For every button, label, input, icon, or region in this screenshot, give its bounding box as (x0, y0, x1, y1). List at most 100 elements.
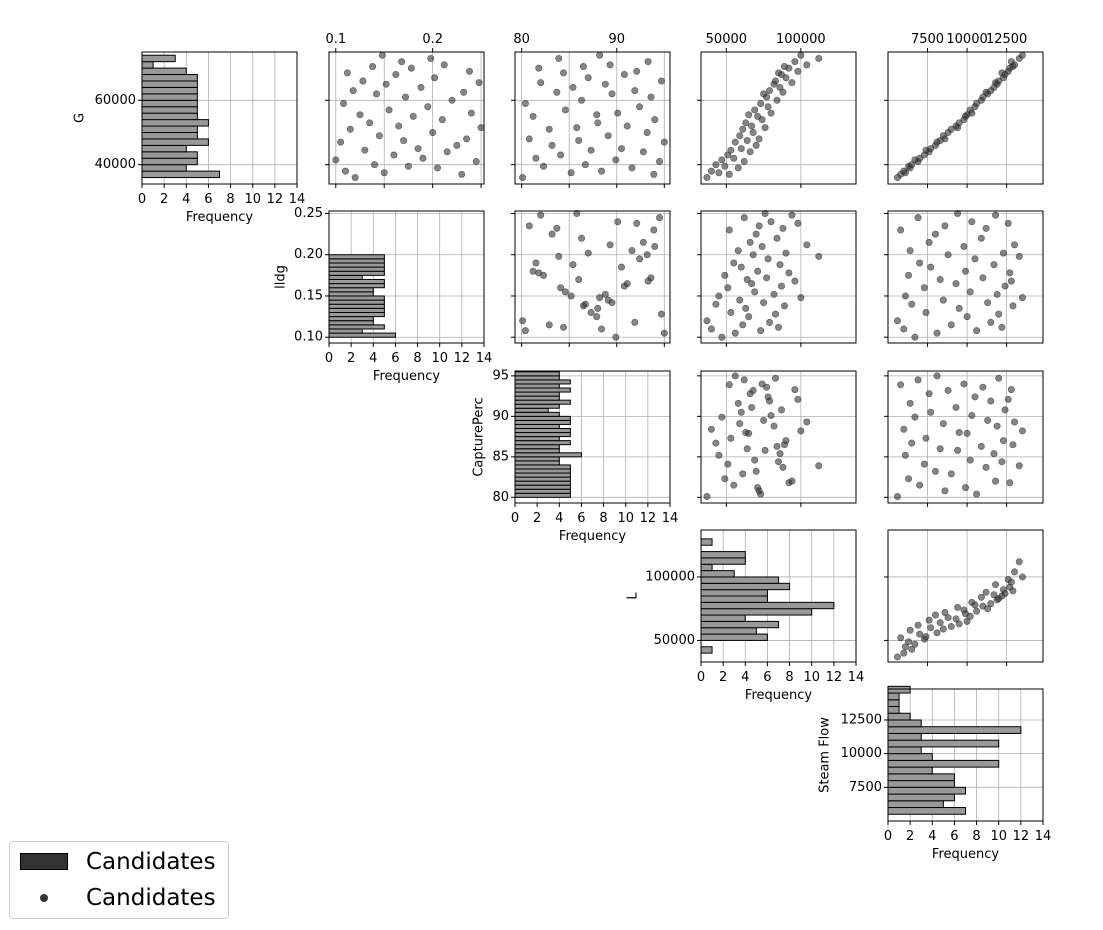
scatter-point (897, 226, 905, 234)
x-tick-label: 10 (431, 351, 448, 366)
scatter-point (608, 299, 616, 307)
scatter-point (584, 74, 592, 82)
scatter-point (914, 214, 922, 222)
histogram-bar (887, 780, 955, 788)
x-tick-label: 2 (160, 192, 168, 207)
histogram-bar (514, 403, 560, 409)
scatter-point (382, 80, 390, 88)
scatter-point (623, 122, 631, 130)
scatter-point (777, 282, 785, 290)
x-tick-label: 12 (1013, 829, 1030, 844)
histogram-bar (700, 601, 835, 610)
scatter-point (900, 425, 908, 433)
scatter-point (734, 399, 742, 407)
scatter-point (631, 87, 639, 95)
x-tick-label: 2 (347, 351, 355, 366)
panel-0-3 (697, 48, 857, 188)
scatter-point (438, 116, 446, 124)
scatter-point (757, 100, 765, 108)
panel-3-4 (884, 529, 1044, 666)
scatter-point (751, 288, 759, 296)
histogram-bar (514, 440, 571, 446)
scatter-point (636, 255, 644, 263)
scatter-point (548, 141, 556, 149)
histogram-bar (700, 538, 713, 546)
histogram-bar (514, 387, 571, 393)
scatter-point (973, 490, 981, 498)
scatter-point (639, 148, 647, 156)
scatter-point (578, 234, 586, 242)
x-tick-label: 8 (413, 351, 421, 366)
scatter-point (579, 302, 587, 310)
scatter-point (767, 218, 775, 226)
scatter-point (973, 607, 981, 615)
y-axis-label: L (626, 592, 641, 600)
top-tick-label: 90 (608, 32, 625, 47)
legend-dot-icon (40, 894, 48, 902)
scatter-point (766, 318, 774, 326)
histogram-bar (887, 692, 900, 701)
axes-frame (700, 51, 857, 185)
scatter-point (569, 83, 577, 91)
scatter-point (982, 224, 990, 232)
x-tick-label: 14 (662, 511, 679, 526)
histogram-bar (514, 476, 571, 482)
scatter-point (803, 61, 811, 69)
panel-0-1 (325, 48, 485, 188)
scatter-point (963, 313, 971, 321)
scatter-point (620, 71, 628, 79)
scatter-point (752, 467, 760, 475)
histogram-bar (328, 274, 363, 280)
scatter-point (598, 167, 606, 175)
scatter-point (532, 259, 540, 267)
scatter-point (593, 313, 601, 321)
scatter-point (402, 93, 410, 101)
scatter-point (906, 399, 914, 407)
scatter-point (737, 263, 745, 271)
panel-0-2 (511, 48, 671, 188)
scatter-point (340, 100, 348, 108)
scatter-point (905, 271, 913, 279)
histogram-bar (141, 106, 198, 114)
histogram-bar (514, 395, 560, 401)
legend-entry-scatter: Candidates (10, 883, 228, 913)
scatter-point (952, 615, 960, 623)
histogram-bar (141, 61, 154, 69)
scatter-point (746, 148, 754, 156)
scatter-point (749, 386, 757, 394)
scatter-point (968, 218, 976, 226)
scatter-point (772, 310, 780, 318)
scatter-point (947, 470, 955, 478)
scatter-point (519, 317, 527, 325)
scatter-point (573, 209, 581, 217)
scatter-point (900, 649, 908, 657)
scatter-point (998, 323, 1006, 331)
y-axis-label: CapturePerc (472, 397, 487, 476)
scatter-point (984, 299, 992, 307)
scatter-point (736, 132, 744, 140)
histogram-bar (887, 706, 900, 714)
scatter-point (587, 308, 595, 316)
scatter-point (443, 148, 451, 156)
scatter-point (730, 259, 738, 267)
panel-0-4 (884, 48, 1044, 188)
scatter-point (594, 119, 602, 127)
histogram-bar (328, 328, 363, 334)
legend-label: Candidates (86, 849, 216, 875)
scatter-point (955, 429, 963, 437)
scatter-point (776, 83, 784, 91)
histogram-bar (328, 266, 385, 272)
scatter-point (643, 128, 651, 136)
scatter-point (419, 154, 427, 162)
scatter-point (914, 621, 922, 629)
histogram-bar (514, 452, 582, 458)
scatter-point (979, 274, 987, 282)
scatter-point (740, 214, 748, 222)
scatter-point (791, 58, 799, 66)
scatter-point (960, 380, 968, 388)
histogram-bar (700, 589, 768, 597)
scatter-point (718, 413, 726, 421)
scatter-point (734, 247, 742, 255)
scatter-point (715, 292, 723, 300)
scatter-point (752, 230, 760, 238)
